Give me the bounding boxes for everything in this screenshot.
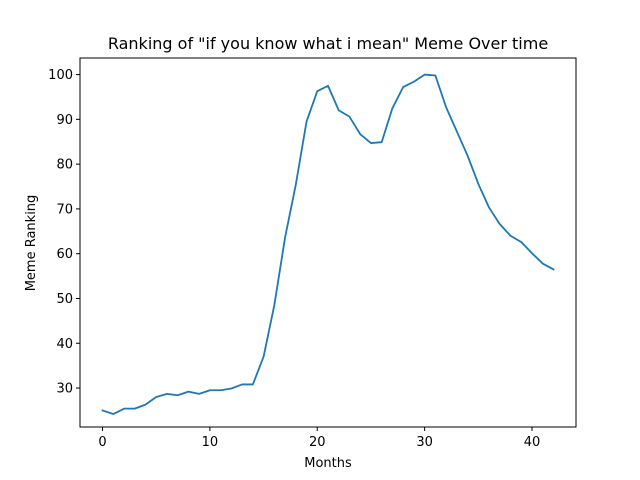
x-tick-label-20: 20 xyxy=(309,435,326,450)
y-tick-label-80: 80 xyxy=(56,158,73,173)
x-tick-label-30: 30 xyxy=(416,435,433,450)
series-line-0 xyxy=(101,73,555,415)
y-tick-label-50: 50 xyxy=(56,292,73,307)
y-tick-label-90: 90 xyxy=(56,113,73,128)
x-axis-label: Months xyxy=(304,456,352,471)
y-tick-label-30: 30 xyxy=(56,382,73,397)
axes-frame xyxy=(79,57,577,428)
y-tick-label-60: 60 xyxy=(56,247,73,262)
x-tick-label-10: 10 xyxy=(202,435,219,450)
chart-title: Ranking of "if you know what i mean" Mem… xyxy=(108,34,548,53)
y-tick-label-40: 40 xyxy=(56,337,73,352)
x-tick-label-0: 0 xyxy=(98,435,106,450)
y-tick-label-100: 100 xyxy=(48,68,73,83)
y-axis-label: Meme Ranking xyxy=(24,195,39,292)
y-tick-label-70: 70 xyxy=(56,202,73,217)
plot-area: 0 10 20 30 40 30 40 50 60 70 80 90 100 xyxy=(48,57,577,450)
x-tick-label-40: 40 xyxy=(524,435,541,450)
